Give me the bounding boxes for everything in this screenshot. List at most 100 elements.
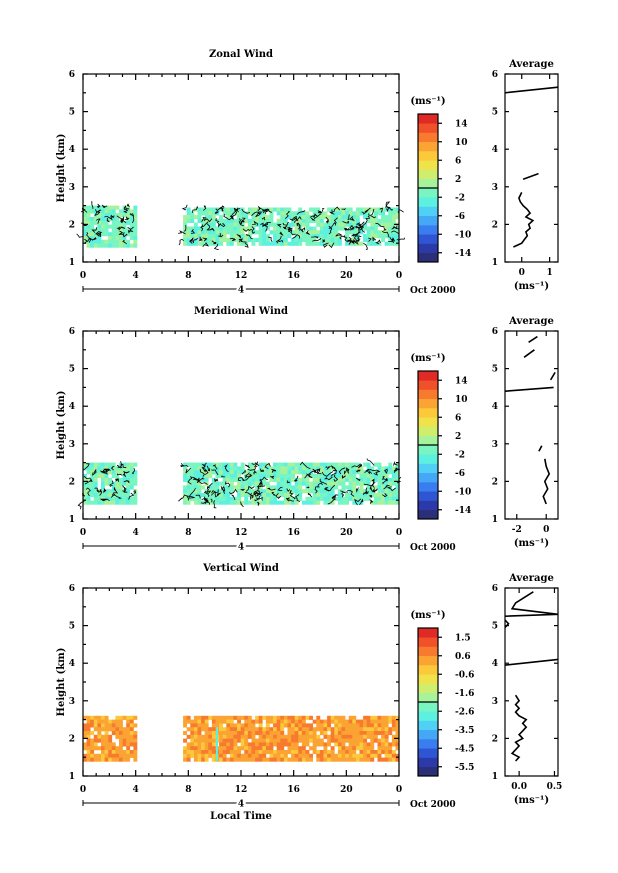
heatmap-cell [133, 493, 138, 498]
heatmap-cell [101, 209, 105, 214]
y-tick-label: 1 [69, 258, 75, 268]
heatmap-cell [226, 222, 231, 227]
average-profile-line [504, 658, 559, 666]
heatmap-cell [83, 496, 87, 501]
heatmap-cell [126, 746, 131, 751]
heatmap-cell [366, 226, 371, 231]
heatmap-cell [341, 226, 346, 231]
heatmap-cell [133, 734, 138, 739]
heatmap-cell [316, 723, 321, 728]
heatmap-cell [186, 474, 191, 479]
heatmap-cell [384, 738, 389, 743]
heatmap-cell [294, 734, 299, 739]
heatmap-cell [341, 211, 346, 216]
heatmap-cell [280, 241, 285, 246]
heatmap-cell [104, 719, 109, 724]
heatmap-cell [276, 485, 281, 490]
heatmap-cell [93, 243, 98, 248]
heatmap-cell [119, 734, 123, 739]
contour-line [359, 220, 368, 231]
heatmap-cell [255, 753, 259, 758]
heatmap-cell [309, 500, 313, 505]
heatmap-cell [348, 723, 353, 728]
heatmap-cell [301, 230, 306, 235]
heatmap-cell [345, 750, 349, 755]
heatmap-cell [341, 727, 346, 732]
heatmap-cell [370, 234, 375, 239]
heatmap-cell [262, 241, 267, 246]
heatmap-cell [251, 218, 256, 223]
heatmap-cell [330, 237, 335, 242]
heatmap-cell [122, 731, 127, 736]
contour-line [82, 463, 90, 471]
heatmap-cell [115, 723, 120, 728]
heatmap-cell [345, 477, 349, 482]
heatmap-cell [201, 719, 205, 724]
heatmap-cell [215, 211, 220, 216]
contour-line [332, 206, 341, 213]
heatmap-cell [226, 207, 231, 212]
heatmap-cell [312, 218, 317, 223]
heatmap-cell [208, 226, 213, 231]
contour-line [87, 237, 92, 243]
heatmap-cell [337, 731, 342, 736]
heatmap-cell [197, 226, 202, 231]
heatmap-cell [359, 470, 364, 475]
heatmap-cell [337, 757, 342, 762]
heatmap-cell [352, 234, 357, 239]
heatmap-cell [294, 742, 299, 747]
heatmap-cell [97, 719, 102, 724]
heatmap-cell [370, 731, 375, 736]
contour-line [366, 458, 375, 466]
heatmap-cell [222, 493, 227, 498]
heatmap-cell [381, 466, 385, 471]
colorbar-swatch [418, 123, 438, 133]
heatmap-cell [377, 218, 382, 223]
heatmap-cell [305, 757, 310, 762]
heatmap-cell [93, 746, 98, 751]
heatmap-cell [384, 485, 389, 490]
heatmap-cell [251, 477, 256, 482]
heatmap-cell [122, 213, 127, 218]
heatmap-cell [337, 750, 342, 755]
average-y-tick-label: 2 [492, 734, 498, 744]
heatmap-cell [222, 757, 227, 762]
heatmap-cell [370, 215, 375, 220]
heatmap-cell [363, 734, 367, 739]
heatmap-cell [197, 719, 202, 724]
heatmap-cell [309, 734, 313, 739]
heatmap-cell [222, 222, 227, 227]
heatmap-cell [122, 228, 127, 233]
heatmap-cell [251, 230, 256, 235]
heatmap-cell [104, 727, 109, 732]
heatmap-cell [240, 757, 245, 762]
heatmap-cell [129, 474, 134, 479]
average-frame [504, 587, 559, 777]
heatmap-cell [237, 746, 241, 751]
heatmap-cell [337, 742, 342, 747]
heatmap-cell [316, 218, 321, 223]
heatmap-cell [330, 500, 335, 505]
heatmap-cell [276, 234, 281, 239]
heatmap-cell [229, 230, 234, 235]
heatmap-cell [237, 750, 241, 755]
heatmap-cell [283, 237, 288, 242]
heatmap-cell [251, 750, 256, 755]
heatmap-cell [204, 470, 209, 475]
heatmap-cell [215, 237, 220, 242]
heatmap-cell [108, 462, 113, 467]
heatmap-cell [280, 489, 285, 494]
heatmap-cell [327, 481, 331, 486]
heatmap-cell [215, 466, 220, 471]
heatmap-cell [316, 485, 321, 490]
heatmap-cell [291, 496, 295, 501]
heatmap-cell [319, 215, 324, 220]
heatmap-cell [363, 723, 367, 728]
contour-line [192, 205, 199, 213]
heatmap-cell [301, 731, 306, 736]
heatmap-cell [316, 222, 321, 227]
heatmap-cell [104, 462, 109, 467]
heatmap-cell [237, 723, 241, 728]
heatmap-cell [373, 753, 378, 758]
heatmap-cell [197, 750, 202, 755]
